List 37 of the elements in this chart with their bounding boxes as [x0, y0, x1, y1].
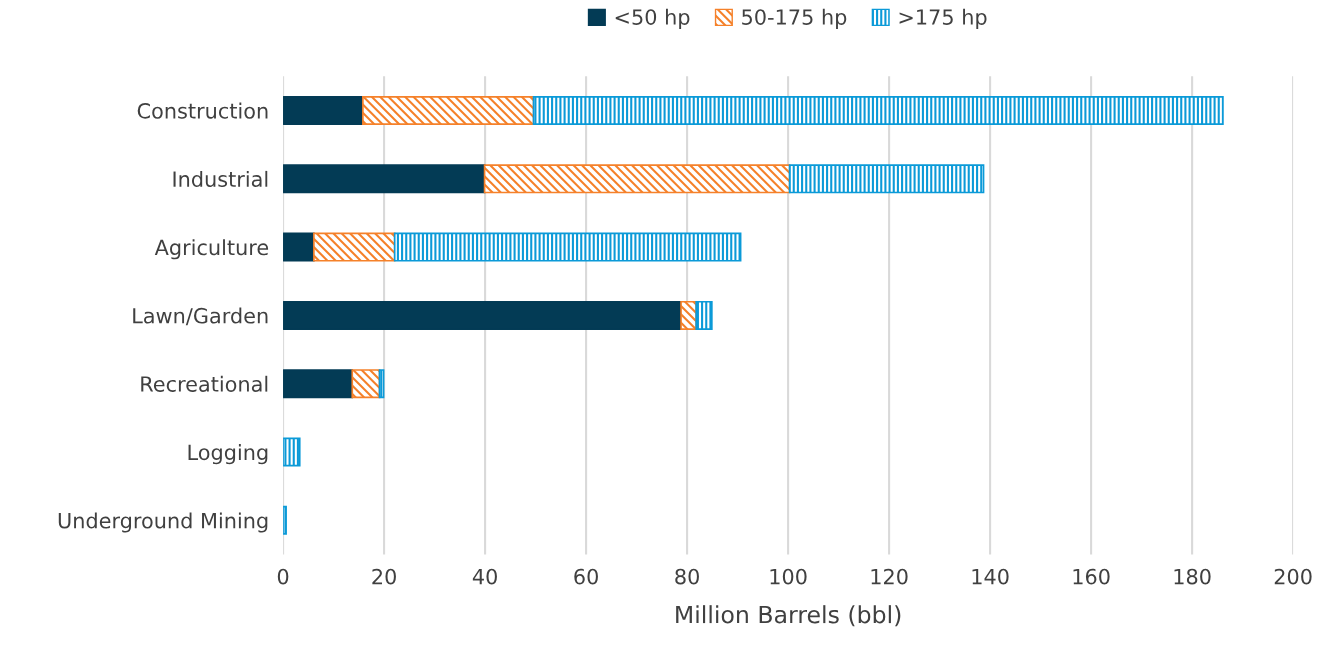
- x-tick-label: 140: [972, 568, 1009, 585]
- bar: [283, 437, 301, 467]
- bar: [788, 164, 985, 194]
- x-tick-label: 0: [277, 568, 289, 585]
- bar: [393, 232, 742, 262]
- bar: [283, 232, 315, 262]
- bar: [283, 96, 364, 126]
- bar: [283, 300, 682, 330]
- x-axis-title: Million Barrels (bbl): [676, 605, 901, 627]
- bar: [351, 369, 381, 399]
- y-tick-label: Construction: [137, 102, 268, 119]
- legend-label: >175 hp: [899, 8, 987, 29]
- bar: [283, 164, 486, 194]
- bar: [362, 96, 535, 126]
- x-tick-label: 200: [1274, 568, 1312, 585]
- y-tick-label: Agriculture: [154, 239, 269, 260]
- x-tick-label: 40: [472, 568, 497, 585]
- x-tick-label: 20: [372, 568, 396, 585]
- bar: [680, 300, 698, 330]
- bar: [483, 164, 791, 194]
- legend-label: <50 hp: [615, 8, 690, 29]
- x-tick-label: 60: [574, 568, 598, 585]
- x-tick-label: 160: [1073, 568, 1110, 585]
- bar: [695, 300, 713, 330]
- y-tick-label: Lawn/Garden: [133, 307, 268, 326]
- x-tick-label: 180: [1174, 568, 1211, 585]
- y-tick-label: Underground Mining: [58, 512, 268, 533]
- x-tick-label: 100: [770, 568, 807, 585]
- bar: [532, 96, 1224, 126]
- y-tick-label: Logging: [188, 444, 268, 465]
- bar: [283, 369, 354, 399]
- y-tick-label: Recreational: [141, 375, 268, 392]
- x-tick-label: 80: [675, 568, 699, 585]
- x-tick-label: 120: [871, 568, 908, 585]
- bar: [313, 232, 396, 262]
- legend-label: 50-175 hp: [742, 8, 847, 29]
- y-tick-label: Industrial: [173, 170, 268, 188]
